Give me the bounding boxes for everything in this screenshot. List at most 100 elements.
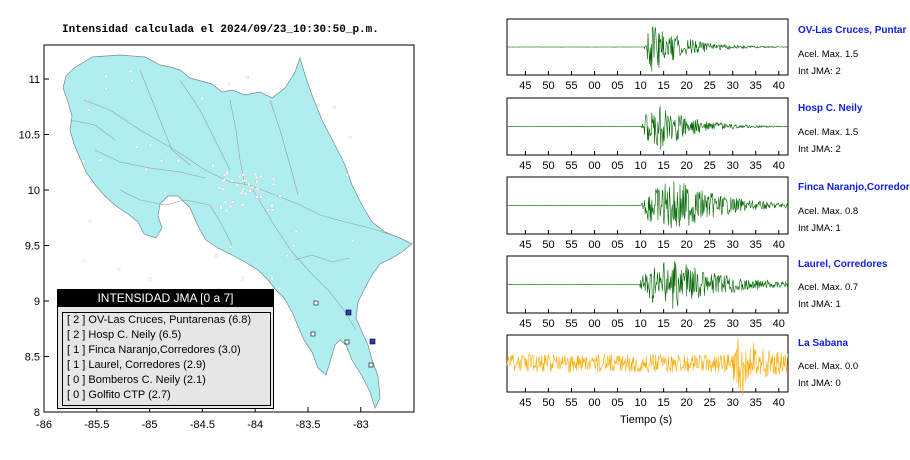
time-tick-label: 20 [681,318,693,330]
time-tick-label: 45 [519,239,531,251]
time-tick-label: 15 [657,80,669,92]
time-tick-label: 15 [657,318,669,330]
time-tick-label: 10 [634,397,646,409]
town-marker [241,187,245,191]
station-name: Finca Naranjo,Corredore [798,182,910,193]
town-marker [345,173,349,177]
time-tick-label: 50 [542,239,554,251]
waveform-trace [506,261,789,310]
time-tick-label: 55 [565,239,577,251]
y-tick-label: 9 [34,296,40,308]
time-tick-label: 30 [727,160,739,172]
town-marker [266,208,270,212]
time-tick-label: 40 [773,239,785,251]
legend-item: [ 1 ] Laurel, Corredores (2.9) [67,359,206,371]
town-marker [243,179,246,183]
y-tick-label: 10.5 [19,130,40,142]
x-tick-label: -86 [36,419,52,431]
intensity-legend: INTENSIDAD JMA [0 a 7] [ 2 ] OV-Las Cruc… [57,289,274,409]
town-marker [241,173,245,177]
seismogram-panel: 45 50 55 00 05 10 15 20 25 30 35 40 [506,18,789,92]
time-tick-label: 25 [704,239,716,251]
time-tick-label: 15 [657,239,669,251]
town-marker [176,159,180,163]
time-tick-label: 50 [542,318,554,330]
waveform-trace [507,181,789,229]
time-tick-label: 00 [588,397,600,409]
time-tick-label: 20 [681,80,693,92]
time-tick-label: 05 [611,397,623,409]
town-marker [82,258,86,262]
town-marker [222,187,225,191]
legend-list: [ 2 ] OV-Las Cruces, Puntarenas (6.8) [ … [62,312,271,406]
town-marker [270,277,274,281]
town-marker [87,108,90,112]
town-marker [129,70,133,73]
station-marker [344,339,350,345]
time-tick-label: 00 [588,239,600,251]
town-marker [104,75,108,78]
station-name: La Sabana [798,338,849,349]
x-tick-label: -83.5 [295,419,320,431]
legend-title: INTENSIDAD JMA [0 a 7] [58,290,273,307]
time-tick-label: 40 [773,318,785,330]
town-marker [332,106,336,110]
town-marker [225,171,229,175]
town-marker [230,179,234,183]
town-marker [235,183,239,187]
time-tick-label: 05 [611,318,623,330]
town-marker [148,143,152,147]
town-marker [135,145,139,149]
y-tick-label: 11 [29,74,40,86]
time-tick-label: 10 [634,318,646,330]
station-marker [313,300,319,306]
waveform-trace [506,26,788,72]
time-tick-label: 45 [519,80,531,92]
station-marker [310,331,316,337]
town-marker [223,178,226,182]
station-accel: Acel. Max. 1.5 [798,127,859,138]
time-tick-label: 05 [611,239,623,251]
legend-item: [ 0 ] Bomberos C. Neily (2.1) [67,374,206,386]
town-marker [246,75,250,79]
time-tick-label: 30 [727,318,739,330]
town-marker [211,164,215,167]
town-marker [285,254,289,257]
town-marker [272,182,275,186]
town-marker [224,200,227,204]
town-marker [130,79,134,83]
time-tick-label: 20 [681,160,693,172]
seismogram-panel: 45 50 55 00 05 10 15 20 25 30 35 40 [506,97,789,172]
town-marker [228,82,231,86]
time-tick-label: 20 [681,397,693,409]
town-marker [88,219,92,223]
station-marker [368,362,374,368]
station-name: OV-Las Cruces, Puntar [798,25,907,36]
town-marker [200,97,204,100]
time-tick-label: 55 [565,160,577,172]
town-marker [217,186,221,190]
x-tick-label: -85.5 [84,419,109,431]
time-axis-label: Tiempo (s) [620,414,673,426]
station-accel: Acel. Max. 1.5 [798,49,859,60]
station-jma: Int JMA: 2 [798,66,841,77]
time-tick-label: 30 [727,239,739,251]
town-marker [104,86,108,90]
town-marker [238,175,242,179]
town-marker [351,239,355,243]
time-tick-label: 15 [657,397,669,409]
town-marker [255,180,259,183]
town-marker [255,176,258,179]
time-tick-label: 40 [773,160,785,172]
legend-item: [ 0 ] Golfito CTP (2.7) [67,389,171,401]
time-tick-label: 45 [519,160,531,172]
time-tick-label: 05 [611,80,623,92]
town-marker [256,187,259,190]
town-marker [259,175,263,178]
town-marker [148,277,152,281]
time-tick-label: 45 [519,318,531,330]
town-marker [225,209,228,213]
time-tick-label: 35 [750,239,762,251]
time-tick-label: 25 [704,160,716,172]
seismogram-panel: 45 50 55 00 05 10 15 20 25 30 35 40 [506,176,789,251]
